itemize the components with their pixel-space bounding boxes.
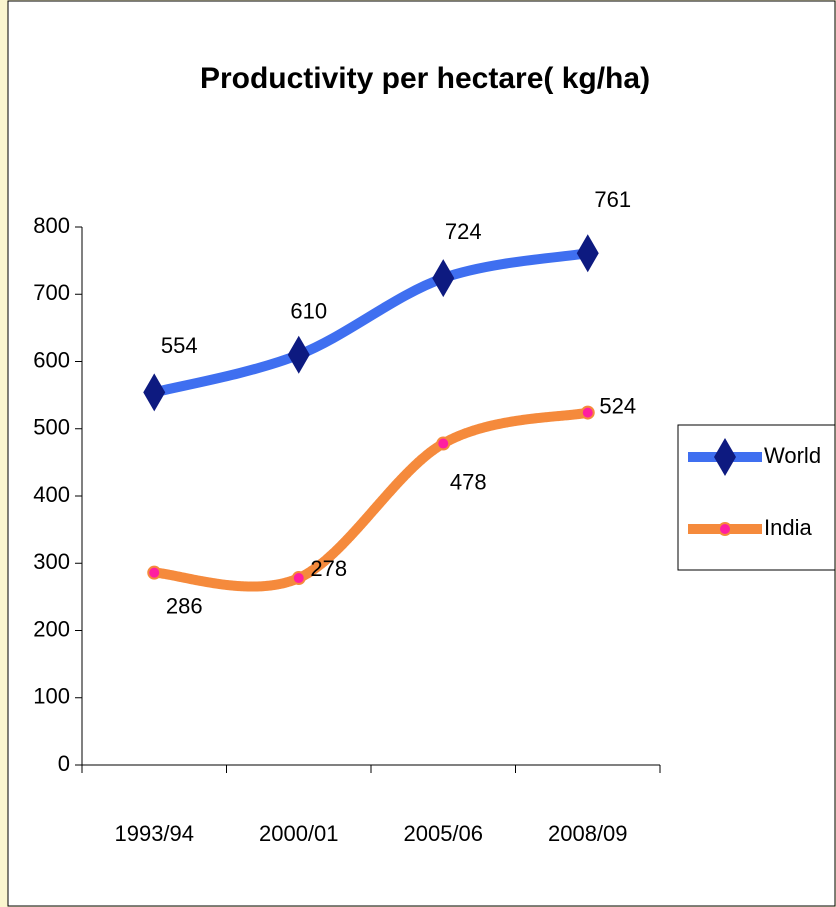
x-tick-label: 2000/01 xyxy=(259,821,339,846)
y-tick-label: 500 xyxy=(33,415,70,440)
data-label: 524 xyxy=(599,393,636,418)
legend xyxy=(677,424,836,571)
y-tick-label: 700 xyxy=(33,280,70,305)
series-line xyxy=(149,407,593,592)
y-tick-label: 300 xyxy=(33,549,70,574)
data-point xyxy=(580,405,595,420)
data-point xyxy=(291,571,306,586)
x-tick-label: 2008/09 xyxy=(548,821,628,846)
legend-label: World xyxy=(764,443,821,468)
x-tick-label: 2005/06 xyxy=(403,821,483,846)
data-label: 278 xyxy=(310,556,347,581)
y-tick-label: 400 xyxy=(33,482,70,507)
legend-marker xyxy=(714,438,736,476)
data-point xyxy=(143,373,166,412)
data-point xyxy=(576,234,599,273)
data-point xyxy=(436,436,451,451)
chart-title: Productivity per hectare( kg/ha) xyxy=(200,62,650,95)
y-tick-label: 800 xyxy=(33,213,70,238)
legend-marker xyxy=(718,522,732,536)
x-tick-label: 1993/94 xyxy=(114,821,194,846)
data-point xyxy=(432,259,455,298)
y-tick-label: 100 xyxy=(33,684,70,709)
y-tick-label: 0 xyxy=(58,751,70,776)
data-label: 554 xyxy=(161,333,198,358)
data-label: 761 xyxy=(594,187,631,212)
data-label: 724 xyxy=(445,219,482,244)
y-tick-label: 600 xyxy=(33,347,70,372)
data-label: 610 xyxy=(290,299,327,324)
y-tick-label: 200 xyxy=(33,616,70,641)
data-label: 478 xyxy=(450,469,487,494)
legend-label: India xyxy=(764,515,812,540)
data-label: 286 xyxy=(166,593,203,618)
data-point xyxy=(287,335,310,374)
data-point xyxy=(147,565,162,580)
series-line xyxy=(149,248,593,398)
